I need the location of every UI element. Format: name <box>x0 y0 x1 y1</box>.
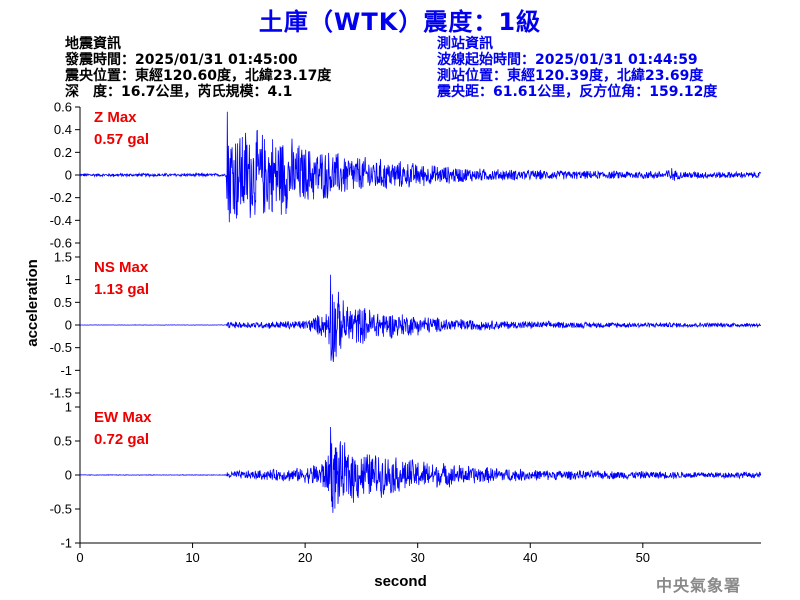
y-tick-label-ew: 0 <box>65 468 72 483</box>
max-value-z: 0.57 gal <box>94 131 149 148</box>
station-info-header: 測站資訊 <box>437 36 493 52</box>
x-tick-label: 50 <box>636 550 650 565</box>
y-tick-label-ns: 0.5 <box>54 295 72 310</box>
x-tick-label: 40 <box>523 550 537 565</box>
x-tick-label: 0 <box>76 550 83 565</box>
y-axis-title: acceleration <box>24 259 41 347</box>
station-location: 測站位置：東經120.39度，北緯23.69度 <box>437 68 704 84</box>
epicentral-distance-azimuth: 震央距：61.61公里，反方位角：159.12度 <box>437 84 718 100</box>
waveform-trace-ew <box>80 426 762 513</box>
x-axis-title: second <box>374 573 427 590</box>
y-tick-label-ew: -0.5 <box>50 502 72 517</box>
x-tick-label: 20 <box>298 550 312 565</box>
max-value-ew: 0.72 gal <box>94 431 149 448</box>
agency-logo: 中央氣象署 <box>656 576 742 595</box>
y-tick-label-z: -0.6 <box>50 236 72 251</box>
wave-start-time: 波線起始時間：2025/01/31 01:44:59 <box>437 52 698 68</box>
y-tick-label-ns: -1.5 <box>50 386 72 401</box>
waveform-trace-ns <box>80 274 762 363</box>
max-value-ns: 1.13 gal <box>94 281 149 298</box>
depth-magnitude: 深 度：16.7公里，芮氏規模：4.1 <box>65 84 293 100</box>
x-tick-label: 30 <box>410 550 424 565</box>
y-tick-label-z: -0.4 <box>50 213 72 228</box>
y-tick-label-ns: 1 <box>65 272 72 287</box>
y-tick-label-ew: 1 <box>65 400 72 415</box>
max-label-ns: NS Max <box>94 259 149 276</box>
event-info-header: 地震資訊 <box>65 36 121 52</box>
x-tick-label: 10 <box>185 550 199 565</box>
y-tick-label-ew: 0.5 <box>54 434 72 449</box>
y-tick-label-ns: 0 <box>65 318 72 333</box>
station-info-block: 測站資訊 波線起始時間：2025/01/31 01:44:59 測站位置：東經1… <box>437 36 717 100</box>
event-info-block: 地震資訊 發震時間：2025/01/31 01:45:00 震央位置：東經120… <box>65 36 331 100</box>
y-tick-label-z: 0 <box>65 168 72 183</box>
origin-time: 發震時間：2025/01/31 01:45:00 <box>65 52 298 68</box>
y-tick-label-ns: -0.5 <box>50 340 72 355</box>
page-title: 土庫（WTK）震度：1級 <box>258 8 542 36</box>
y-tick-label-z: 0.2 <box>54 145 72 160</box>
waveform-trace-z <box>80 111 762 223</box>
y-tick-label-ew: -1 <box>60 536 72 551</box>
y-tick-label-z: -0.2 <box>50 190 72 205</box>
y-tick-label-ns: 1.5 <box>54 250 72 265</box>
epicenter-location: 震央位置：東經120.60度，北緯23.17度 <box>65 68 332 84</box>
y-tick-label-z: 0.6 <box>54 100 72 115</box>
y-tick-label-ns: -1 <box>60 363 72 378</box>
y-tick-label-z: 0.4 <box>54 122 72 137</box>
max-label-z: Z Max <box>94 109 137 126</box>
max-label-ew: EW Max <box>94 409 152 426</box>
